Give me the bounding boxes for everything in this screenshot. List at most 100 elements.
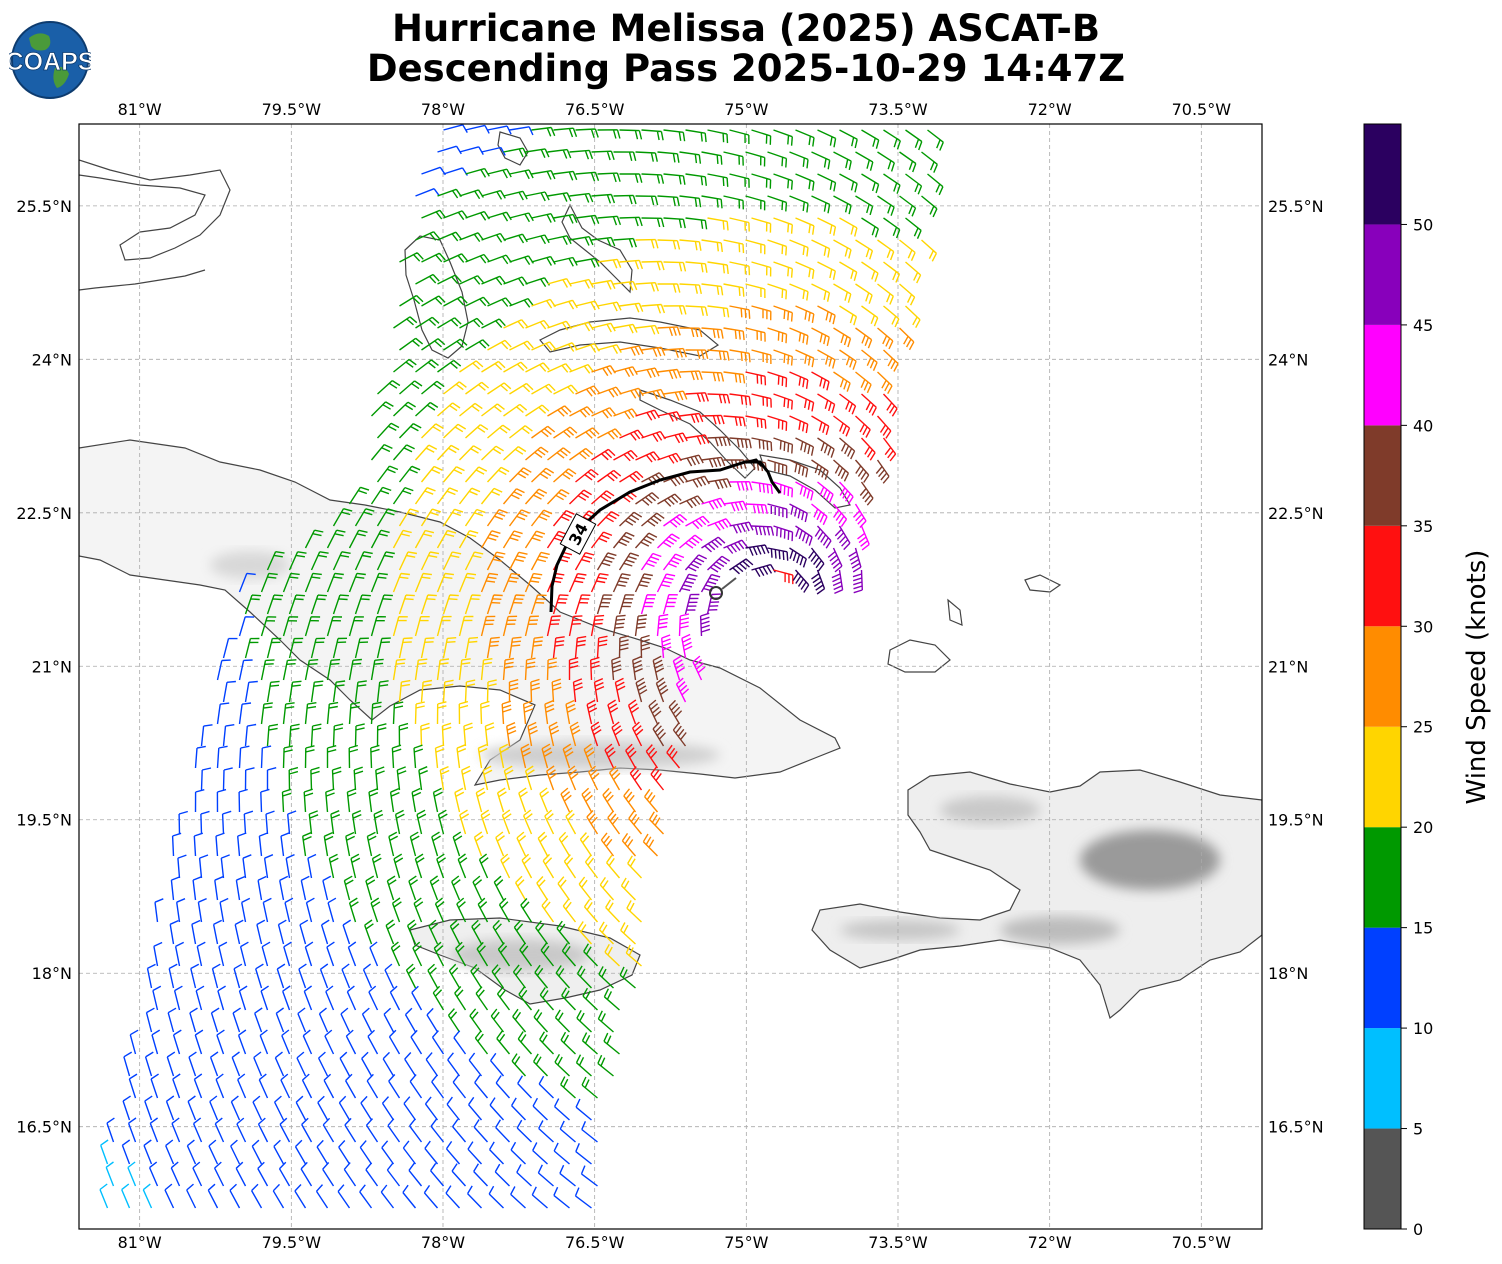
wind-barb: [547, 278, 572, 288]
wind-barb: [414, 701, 425, 725]
wind-barb: [613, 408, 638, 420]
wind-barb: [351, 809, 362, 835]
wind-barb: [679, 239, 702, 251]
wind-barb: [817, 129, 837, 148]
wind-barb: [465, 424, 489, 439]
wind-barb: [662, 553, 685, 571]
wind-barb: [619, 173, 643, 183]
wind-barb: [546, 488, 570, 505]
wind-barb: [266, 723, 279, 747]
wind-barb: [442, 594, 459, 615]
wind-barb: [519, 942, 533, 967]
wind-barb: [530, 636, 544, 659]
wind-barb: [723, 195, 744, 210]
wind-barb: [468, 1052, 483, 1077]
wind-barb: [186, 1183, 197, 1209]
wind-barb: [387, 1118, 401, 1143]
wind-barb: [502, 572, 521, 593]
wind-barb: [464, 636, 479, 659]
wind-barb: [575, 427, 600, 439]
wind-barb: [568, 657, 579, 680]
wind-barb: [729, 129, 750, 145]
wind-barb: [767, 327, 788, 344]
wind-barb: [172, 1073, 181, 1099]
wind-barb: [423, 1185, 439, 1209]
wind-barb: [611, 721, 623, 747]
florida-keys: [79, 269, 206, 291]
ragged-islands: [759, 454, 851, 509]
wind-barb: [745, 371, 767, 386]
wind-barb: [381, 1140, 395, 1165]
wind-barb: [882, 437, 897, 462]
wind-barb: [729, 558, 754, 575]
wind-barb: [789, 415, 809, 434]
wind-barb: [729, 349, 751, 363]
wind-barb: [517, 1075, 533, 1099]
wind-barb: [509, 169, 534, 180]
wind-barb: [877, 371, 893, 395]
wind-barb: [657, 533, 680, 549]
lon-tick-label: 79.5°W: [262, 100, 322, 119]
wind-barb: [546, 615, 561, 637]
wind-barb: [266, 551, 285, 571]
wind-barb: [569, 149, 594, 160]
wind-barb: [795, 173, 815, 191]
wind-barb: [473, 1119, 489, 1143]
wind-barb: [500, 853, 511, 879]
wind-barb: [370, 443, 393, 461]
wind-barb: [282, 985, 291, 1011]
wind-barb: [811, 151, 831, 170]
wind-barb: [531, 126, 556, 137]
wind-barb: [555, 965, 571, 989]
lat-tick-label-right: 25.5°N: [1268, 197, 1324, 216]
wind-barb: [414, 572, 432, 593]
wind-barb: [773, 261, 793, 278]
colorbar-tick-label: 5: [1413, 1120, 1423, 1139]
wind-barb: [239, 941, 249, 967]
wind-barb: [196, 941, 206, 967]
wind-barb: [332, 508, 353, 527]
wind-barb: [465, 339, 490, 351]
wind-barb: [467, 1141, 483, 1165]
wind-barb: [833, 459, 850, 482]
wind-barb: [302, 1029, 313, 1055]
wind-barb: [326, 941, 335, 967]
wind-barb: [449, 919, 461, 945]
wind-barb: [661, 634, 672, 659]
wind-barb: [583, 943, 599, 967]
wind-barb: [602, 787, 615, 813]
wind-barb: [811, 195, 831, 214]
wind-barb: [244, 767, 255, 791]
wind-barb: [347, 941, 357, 967]
wind-barb: [640, 552, 662, 571]
wind-barb: [480, 615, 496, 637]
wind-barb: [486, 594, 503, 615]
lat-tick-label-left: 24°N: [32, 350, 72, 369]
wind-barb: [430, 1162, 445, 1187]
wind-barb: [501, 700, 512, 725]
wind-barb: [723, 239, 745, 254]
wind-barb: [474, 1030, 489, 1055]
wind-barb: [394, 809, 405, 835]
wind-barb: [817, 305, 836, 325]
wind-barb: [465, 296, 490, 307]
wind-barb: [487, 168, 512, 179]
wind-barb: [230, 1139, 241, 1165]
wind-barb: [376, 551, 395, 571]
wind-barb: [243, 810, 254, 835]
wind-barb: [491, 964, 505, 989]
wind-barb: [459, 360, 484, 373]
wind-barb: [436, 701, 447, 725]
wind-barb: [443, 295, 468, 307]
wind-barb: [657, 283, 681, 293]
wind-barb: [280, 832, 290, 857]
wind-barb: [368, 985, 379, 1011]
lat-tick-label-left: 18°N: [32, 964, 72, 983]
wind-barb: [254, 1007, 263, 1033]
lon-tick-label: 72°W: [1028, 1233, 1072, 1252]
wind-barb: [620, 877, 637, 901]
wind-barb: [751, 563, 776, 577]
wind-barb: [557, 876, 571, 901]
wind-barb: [194, 789, 205, 813]
wind-barb: [789, 151, 809, 169]
